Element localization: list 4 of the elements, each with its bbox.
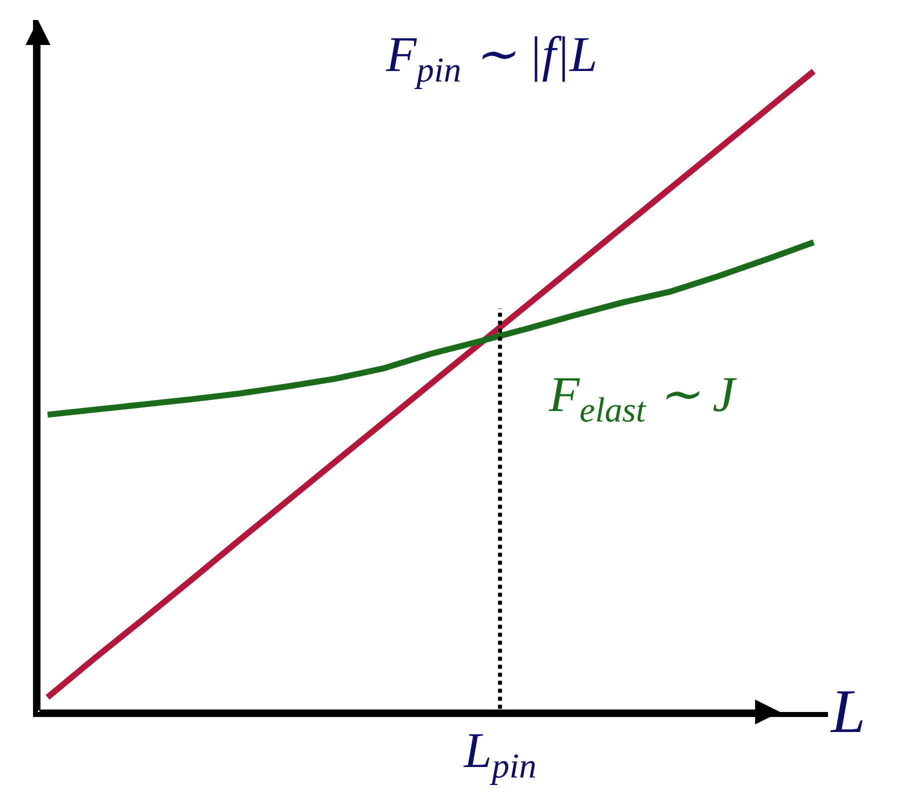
text: L$_{pin}$ xyxy=(463,722,537,786)
series-label: F$_{elast}$ ∼ J xyxy=(548,366,738,430)
text: F$_{pin}$ ∼ |f|L xyxy=(385,26,598,90)
x-axis-title: L xyxy=(830,678,866,746)
